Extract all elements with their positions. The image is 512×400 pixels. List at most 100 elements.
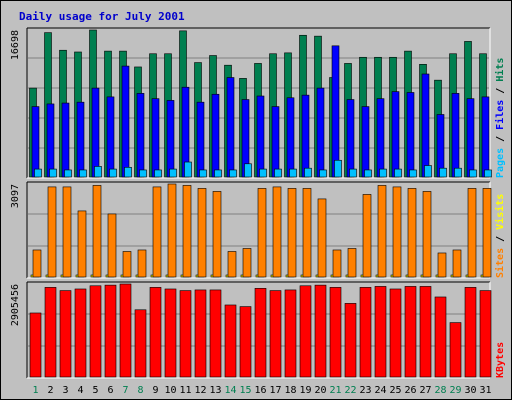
x-tick-label: 4 bbox=[77, 385, 83, 396]
bar-kbytes bbox=[404, 286, 417, 378]
bar-kbytes bbox=[74, 288, 87, 378]
bar-files bbox=[136, 93, 145, 178]
bar-sites bbox=[77, 210, 87, 278]
legend-pages: Pages bbox=[495, 148, 506, 178]
bar-files bbox=[286, 97, 295, 178]
x-tick-label: 1 bbox=[32, 385, 38, 396]
bar-files bbox=[331, 45, 340, 178]
bar-pages bbox=[199, 169, 207, 178]
legend: Pages / Files / Hits bbox=[494, 58, 506, 178]
bar-sites bbox=[32, 249, 42, 278]
bar-sites bbox=[467, 188, 477, 278]
bar-files bbox=[376, 98, 385, 178]
bar-sites bbox=[482, 188, 492, 278]
y-max-label: 16698 bbox=[10, 30, 21, 60]
bar-files bbox=[361, 106, 370, 178]
bar-files bbox=[121, 65, 130, 178]
x-tick-label: 16 bbox=[254, 385, 266, 396]
x-tick-label: 5 bbox=[92, 385, 98, 396]
bar-pages bbox=[439, 167, 447, 178]
bar-files bbox=[106, 96, 115, 178]
bar-sites bbox=[392, 186, 402, 278]
x-tick-label: 11 bbox=[179, 385, 191, 396]
bar-pages bbox=[274, 168, 282, 178]
bar-files bbox=[196, 101, 205, 178]
bar-pages bbox=[319, 169, 327, 178]
bar-kbytes bbox=[209, 289, 222, 378]
bar-pages bbox=[184, 161, 192, 178]
bar-sites bbox=[332, 249, 342, 278]
bar-kbytes bbox=[224, 304, 237, 378]
x-tick-label: 13 bbox=[209, 385, 221, 396]
bar-sites bbox=[227, 251, 237, 278]
legend: KBytes bbox=[495, 342, 506, 378]
bar-pages bbox=[169, 168, 177, 178]
bar-files bbox=[256, 95, 265, 178]
bar-sites bbox=[137, 249, 147, 278]
bar-pages bbox=[454, 167, 462, 178]
bar-files bbox=[436, 114, 445, 178]
bar-kbytes bbox=[89, 285, 102, 378]
x-tick-label: 27 bbox=[419, 385, 431, 396]
bar-kbytes bbox=[29, 312, 42, 378]
bar-sites bbox=[257, 188, 267, 278]
bar-pages bbox=[79, 169, 87, 178]
bar-sites bbox=[182, 185, 192, 278]
bar-pages bbox=[49, 168, 57, 178]
x-tick-label: 6 bbox=[107, 385, 113, 396]
bar-pages bbox=[64, 169, 72, 178]
legend-visits: Visits bbox=[494, 194, 506, 230]
bar-files bbox=[421, 73, 430, 178]
bar-files bbox=[301, 94, 310, 178]
bar-files bbox=[211, 93, 220, 178]
bar-sites bbox=[92, 185, 102, 278]
bar-kbytes bbox=[314, 284, 327, 378]
x-tick-label: 31 bbox=[479, 385, 491, 396]
bar-sites bbox=[407, 188, 417, 278]
bar-kbytes bbox=[389, 288, 402, 378]
bar-pages bbox=[469, 169, 477, 178]
legend-hits: Hits bbox=[494, 58, 506, 82]
bar-sites bbox=[362, 194, 372, 278]
legend-sites: Sites bbox=[494, 248, 506, 278]
bar-files bbox=[151, 98, 160, 178]
bar-sites bbox=[452, 249, 462, 278]
bar-sites bbox=[422, 191, 432, 278]
bar-pages bbox=[364, 169, 372, 178]
bar-files bbox=[46, 103, 55, 178]
bar-pages bbox=[304, 167, 312, 178]
bar-files bbox=[316, 87, 325, 178]
legend: Sites / Visits bbox=[494, 194, 506, 278]
bar-files bbox=[61, 102, 70, 178]
bar-kbytes bbox=[269, 290, 282, 378]
bar-sites bbox=[47, 186, 57, 278]
bar-kbytes bbox=[149, 287, 162, 378]
x-tick-label: 30 bbox=[464, 385, 476, 396]
bar-sites bbox=[317, 198, 327, 278]
bar-pages bbox=[214, 169, 222, 178]
bar-pages bbox=[379, 168, 387, 178]
bar-kbytes bbox=[119, 283, 132, 378]
bar-files bbox=[391, 91, 400, 178]
y-max-label: 2905456 bbox=[10, 284, 21, 326]
bar-pages bbox=[109, 168, 117, 178]
x-tick-label: 14 bbox=[224, 385, 236, 396]
bar-pages bbox=[229, 169, 237, 178]
bar-pages bbox=[139, 169, 147, 178]
bar-files bbox=[91, 87, 100, 178]
bar-kbytes bbox=[239, 306, 252, 378]
bar-sites bbox=[377, 185, 387, 278]
bar-kbytes bbox=[479, 290, 492, 378]
bar-sites bbox=[62, 186, 72, 278]
bar-pages bbox=[349, 168, 357, 178]
bar-kbytes bbox=[284, 289, 297, 378]
bar-kbytes bbox=[179, 290, 192, 378]
x-tick-label: 20 bbox=[314, 385, 326, 396]
bar-kbytes bbox=[194, 289, 207, 378]
bar-pages bbox=[289, 168, 297, 178]
bar-sites bbox=[122, 251, 132, 278]
x-tick-label: 28 bbox=[434, 385, 446, 396]
x-tick-label: 21 bbox=[329, 385, 341, 396]
bar-kbytes bbox=[434, 296, 447, 378]
x-tick-label: 7 bbox=[122, 385, 128, 396]
